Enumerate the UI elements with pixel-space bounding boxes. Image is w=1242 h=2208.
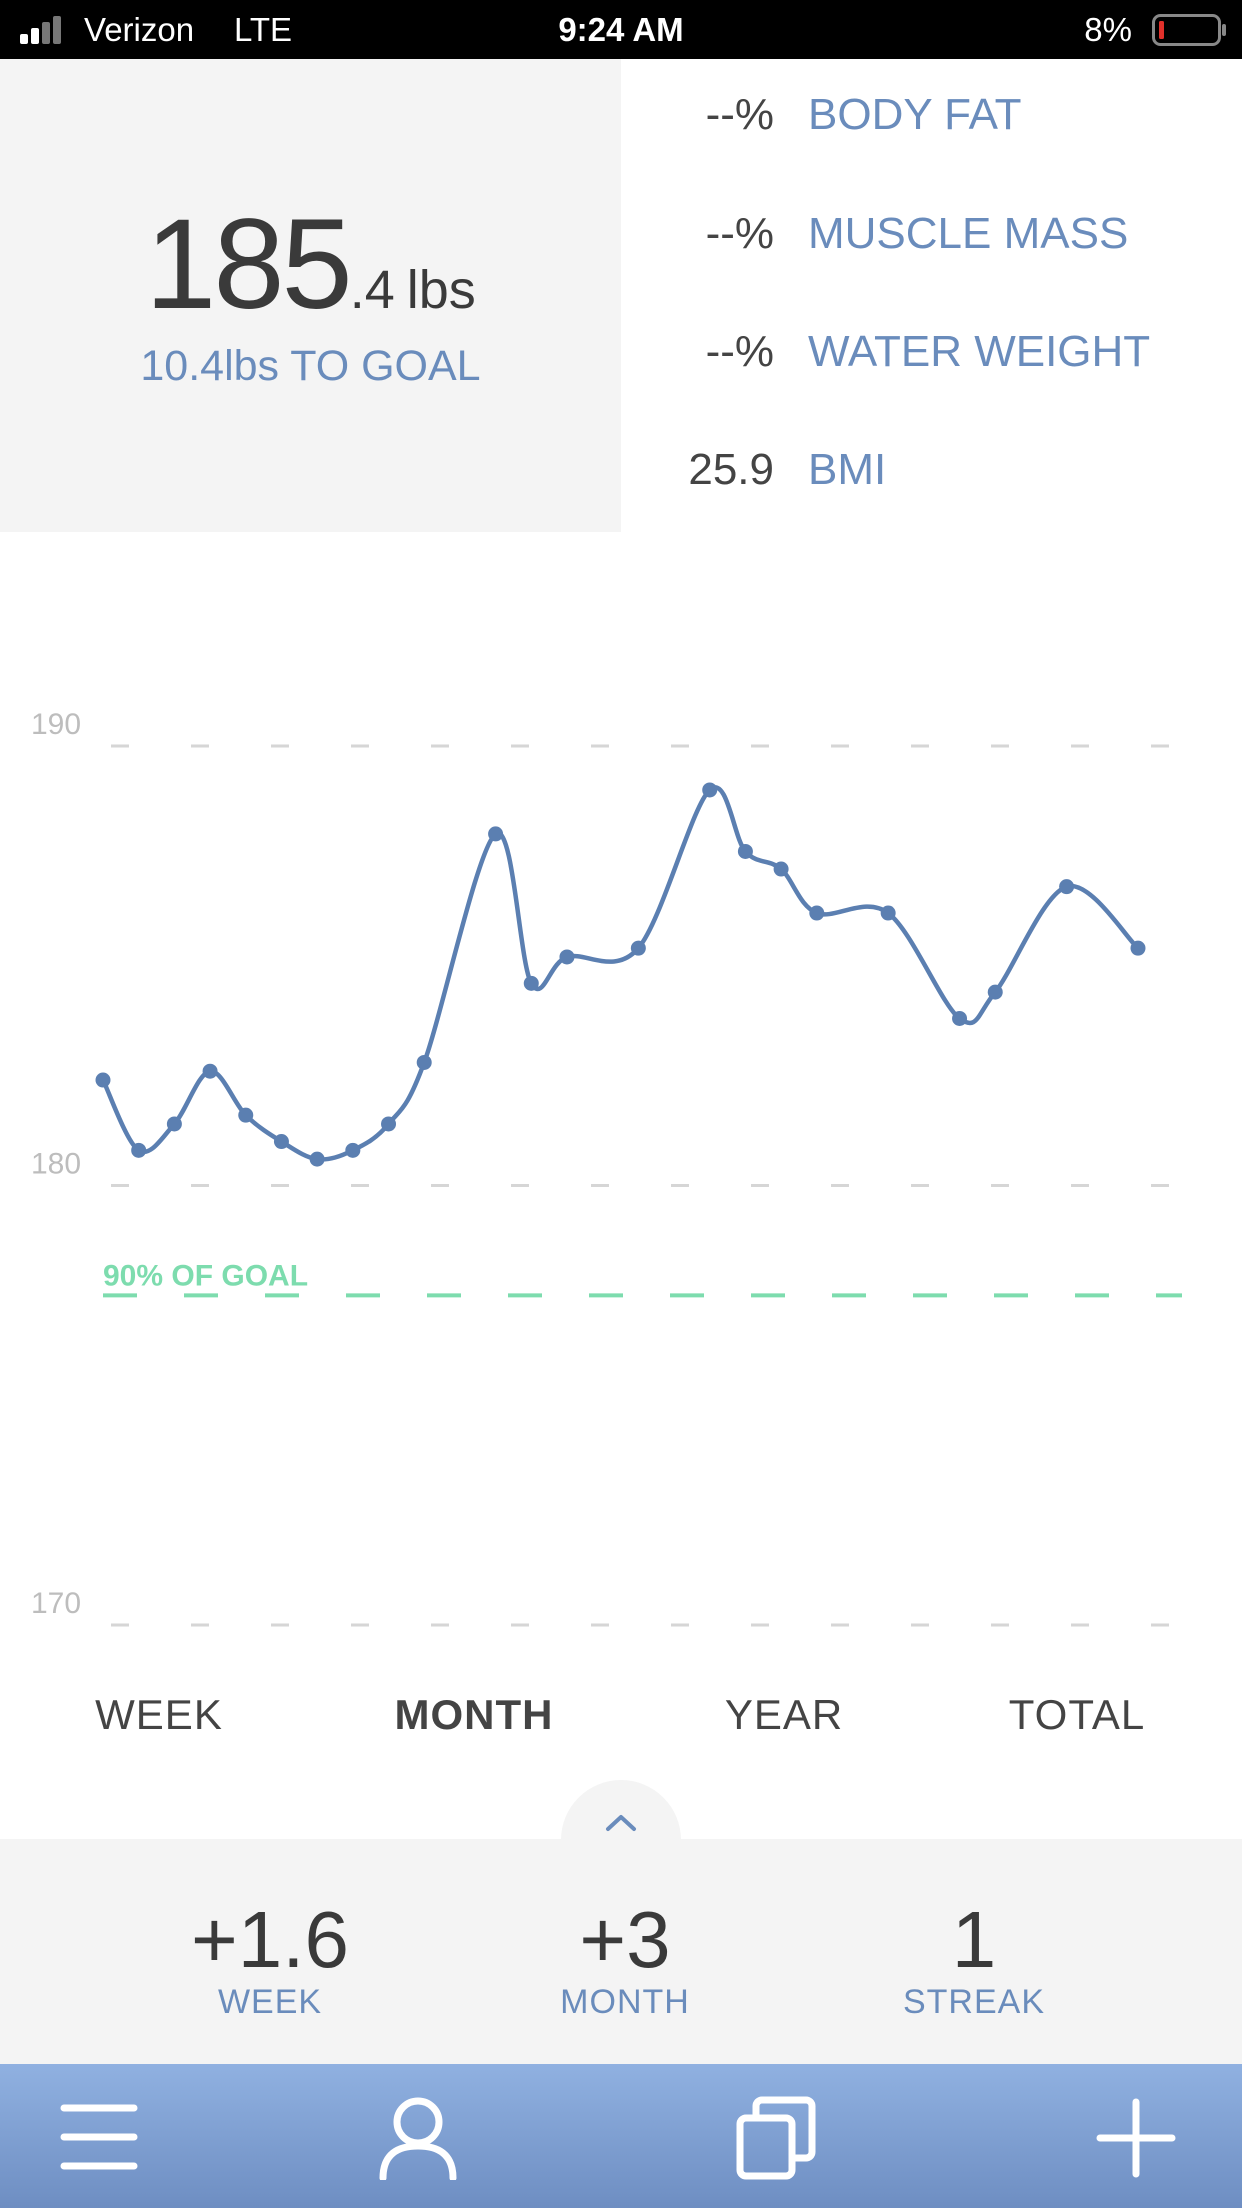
- profile-icon[interactable]: [378, 2096, 458, 2180]
- history-icon[interactable]: [736, 2096, 816, 2180]
- stat-label: WEEK: [217, 1983, 323, 2021]
- stats-panel: [0, 1839, 1242, 2064]
- tab[interactable]: MONTH: [394, 1691, 554, 1738]
- data-point: [523, 975, 539, 991]
- metric-label: BMI: [808, 445, 887, 494]
- to-goal: 10.4lbs TO GOAL: [140, 342, 481, 390]
- weight-whole: 185: [145, 193, 353, 336]
- clock: 9:24 AM: [558, 11, 684, 48]
- metric-label: BODY FAT: [808, 90, 1022, 139]
- data-point: [773, 861, 789, 877]
- weight-panel: [0, 59, 621, 532]
- metric-value: 25.9: [688, 445, 774, 494]
- weight-line: [100, 785, 1140, 1162]
- menu-icon[interactable]: [60, 2102, 140, 2172]
- tab[interactable]: WEEK: [95, 1691, 223, 1738]
- metric-label: MUSCLE MASS: [808, 209, 1129, 258]
- data-point: [309, 1151, 325, 1167]
- stat-label: STREAK: [902, 1983, 1046, 2021]
- weight-decimal: .4: [349, 260, 395, 320]
- y-tick-label: 170: [31, 1587, 81, 1620]
- data-point: [1130, 940, 1146, 956]
- data-point: [488, 826, 504, 842]
- data-point: [238, 1107, 254, 1123]
- data-point: [381, 1116, 397, 1132]
- data-point: [1059, 879, 1075, 895]
- data-point: [345, 1142, 361, 1158]
- status-bar: Verizon LTE 9:24 AM 8%: [0, 0, 1242, 59]
- metric-value: --%: [705, 209, 774, 258]
- data-point: [131, 1142, 147, 1158]
- data-point: [416, 1054, 432, 1070]
- stat-value: +3: [579, 1895, 671, 1984]
- goal-label: 90% OF GOAL: [103, 1259, 308, 1292]
- network: LTE: [234, 11, 293, 48]
- weight-unit: lbs: [406, 260, 476, 320]
- carrier: Verizon: [84, 11, 195, 48]
- y-tick-label: 180: [31, 1147, 81, 1180]
- weight-chart: 170 180 190 90% OF GOAL: [31, 708, 1182, 1627]
- data-point: [702, 782, 718, 798]
- expand-button[interactable]: [561, 1778, 681, 1840]
- data-point: [809, 905, 825, 921]
- data-point: [95, 1072, 111, 1088]
- y-tick-label: 190: [31, 708, 81, 741]
- stat-value: +1.6: [191, 1895, 349, 1984]
- data-point: [737, 843, 753, 859]
- metric-value: --%: [705, 327, 774, 376]
- data-point: [202, 1063, 218, 1079]
- stat-value: 1: [951, 1895, 997, 1984]
- signal-icon: [20, 16, 61, 44]
- data-point: [559, 949, 575, 965]
- stat-label: MONTH: [560, 1983, 690, 2021]
- metric-label: WATER WEIGHT: [808, 327, 1151, 376]
- data-point: [987, 984, 1003, 1000]
- data-point: [880, 905, 896, 921]
- tab[interactable]: TOTAL: [1008, 1691, 1146, 1738]
- battery-percent: 8%: [1084, 11, 1132, 48]
- tab[interactable]: YEAR: [724, 1691, 844, 1738]
- data-point: [166, 1116, 182, 1132]
- battery-icon: [1152, 14, 1226, 46]
- data-point: [952, 1010, 968, 1026]
- data-point: [630, 940, 646, 956]
- nav-bar: [0, 2064, 1242, 2208]
- add-icon[interactable]: [1096, 2098, 1176, 2178]
- current-weight: 185.4 lbs: [0, 200, 621, 369]
- metric-value: --%: [705, 90, 774, 139]
- data-point: [273, 1134, 289, 1150]
